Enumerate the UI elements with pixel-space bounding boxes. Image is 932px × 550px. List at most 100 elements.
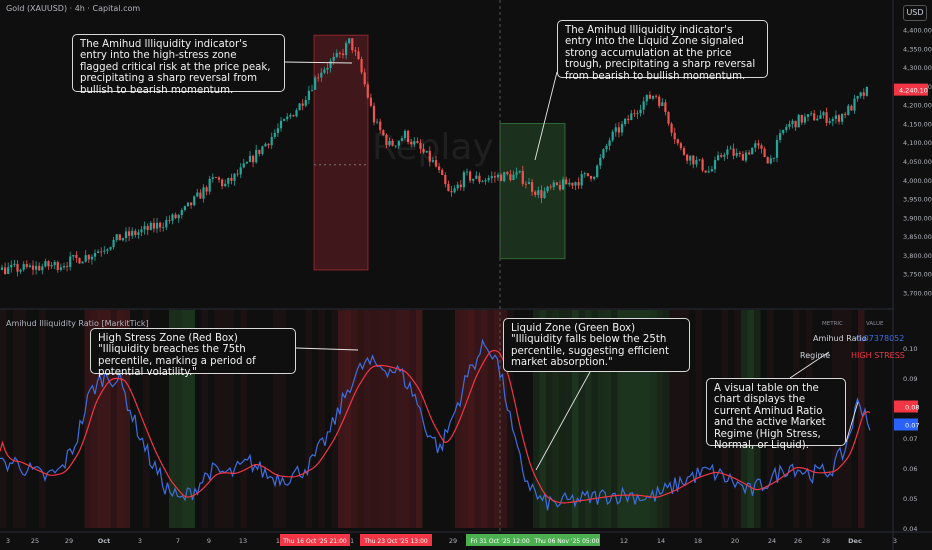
candle-body	[211, 177, 214, 179]
candle-body	[810, 113, 813, 115]
indicator-title: Amihud Illiquidity Ratio [MarkitTick]	[6, 319, 149, 328]
candle-body	[304, 99, 307, 106]
candle-body	[245, 162, 248, 164]
regime-band	[481, 310, 488, 528]
regime-band	[578, 310, 585, 528]
price-tick-label: 4,300.00	[903, 64, 932, 72]
candle-body	[221, 179, 224, 187]
candle-body	[143, 225, 146, 230]
candle-body	[800, 114, 803, 123]
regime-band	[19, 310, 26, 528]
candle-body	[53, 262, 56, 266]
candle-body	[69, 256, 72, 267]
candle-body	[791, 120, 794, 124]
callout-red-box-legend: High Stress Zone (Red Box) "Illiquidity …	[90, 328, 296, 378]
candle-body	[307, 90, 310, 100]
candle-body	[698, 159, 701, 161]
candle-body	[35, 265, 38, 270]
candle-body	[757, 143, 760, 146]
candle-body	[717, 155, 720, 161]
candle-body	[146, 225, 149, 231]
candle-body	[695, 159, 698, 165]
candle-body	[329, 60, 332, 68]
candle-body	[500, 174, 503, 182]
candle-body	[661, 102, 664, 106]
candle-body	[490, 176, 493, 179]
regime-band	[97, 310, 104, 528]
time-marker-label: Thu 06 Nov '25 05:00	[534, 538, 600, 545]
candle-body	[558, 184, 562, 190]
candle-body	[447, 184, 450, 192]
regime-band	[117, 310, 124, 528]
candle-body	[286, 116, 289, 120]
time-tick-label: Dec	[848, 537, 862, 545]
candle-body	[865, 86, 868, 96]
currency-button[interactable]: USD	[903, 5, 927, 21]
price-tick-label: 4,200.00	[903, 102, 932, 110]
candle-body	[28, 265, 31, 267]
regime-band	[188, 310, 195, 528]
regime-band	[338, 310, 345, 528]
regime-band	[565, 310, 572, 528]
candle-body	[10, 264, 13, 268]
candle-body	[258, 149, 261, 154]
candle-body	[419, 142, 422, 149]
candle-body	[822, 112, 825, 116]
regime-band	[650, 310, 657, 528]
candle-body	[546, 186, 549, 192]
replay-watermark: Replay	[372, 127, 494, 168]
regime-band	[123, 310, 130, 528]
candle-body	[236, 173, 239, 175]
candle-body	[369, 97, 372, 106]
price-tick-label: 3,700.00	[903, 289, 932, 297]
amihud-ratio-line	[0, 338, 871, 511]
regime-band	[240, 310, 247, 528]
candle-body	[332, 56, 335, 61]
candle-body	[109, 247, 112, 250]
candle-body	[540, 190, 543, 198]
time-tick-label: 13	[239, 537, 247, 545]
regime-band	[370, 310, 377, 528]
candle-body	[704, 170, 707, 173]
indicator-tick-label: 0.05	[903, 495, 917, 503]
candle-body	[692, 155, 695, 165]
candle-body	[642, 101, 645, 110]
candle-body	[159, 222, 162, 228]
price-chart-title: Gold (XAUUSD) · 4h · Capital.com	[6, 4, 141, 13]
candle-body	[97, 251, 100, 253]
candle-body	[568, 182, 571, 185]
candle-body	[255, 149, 258, 163]
candle-body	[137, 232, 140, 235]
candle-body	[382, 130, 385, 136]
candle-body	[763, 148, 766, 158]
regime-band	[656, 310, 663, 528]
table-regime-label: Regime	[800, 351, 831, 360]
candle-body	[410, 142, 413, 145]
regime-band	[331, 310, 338, 528]
candle-body	[465, 171, 469, 173]
candle-body	[450, 191, 453, 193]
regime-band	[143, 310, 150, 528]
candle-body	[614, 127, 617, 132]
time-tick-label: 3	[138, 537, 142, 545]
candle-body	[487, 178, 490, 181]
candle-body	[16, 263, 19, 272]
callout-pointers	[284, 61, 859, 471]
table-regime-value: HIGH STRESS	[851, 351, 905, 360]
regime-band	[364, 310, 371, 528]
candle-body	[589, 175, 593, 179]
candle-body	[394, 145, 397, 147]
regime-band	[559, 310, 566, 528]
candle-body	[38, 265, 41, 271]
candle-body	[431, 160, 434, 162]
callout-high-stress-peak: The Amihud Illiquidity indicator's entry…	[72, 34, 285, 96]
candle-body	[825, 112, 828, 123]
candle-body	[276, 128, 279, 133]
regime-band	[84, 310, 91, 528]
candle-body	[193, 196, 196, 206]
candle-body	[4, 267, 7, 275]
time-tick-label: 20	[731, 537, 739, 545]
regime-band	[533, 310, 540, 528]
callout-green-box-legend: Liquid Zone (Green Box) "Illiquidity fal…	[503, 318, 690, 372]
